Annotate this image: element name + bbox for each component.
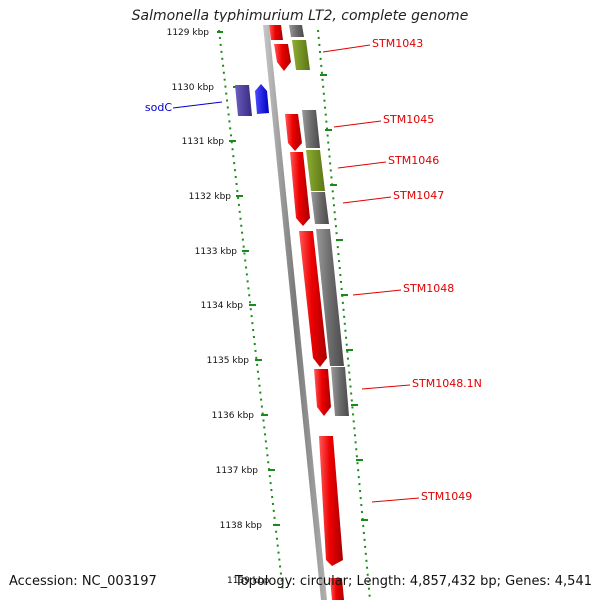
- gene-label-stm1047[interactable]: STM1047: [393, 189, 444, 202]
- leader-stm1048: [352, 289, 402, 296]
- scale-ticks: [217, 31, 280, 526]
- gene-arrow-stm1043-main[interactable]: [274, 44, 291, 71]
- right-line-dashes: [320, 74, 368, 521]
- outer-gene-stm1043[interactable]: [292, 40, 310, 70]
- leader-sodc: [172, 101, 223, 109]
- reverse-strand-genes: [235, 84, 269, 116]
- gene-arrow-stm1048-1n[interactable]: [314, 369, 331, 416]
- leader-stm1045: [333, 120, 382, 128]
- scale-label-1133: 1133 kbp: [195, 247, 238, 257]
- gene-arrow-stm1046[interactable]: [290, 152, 310, 226]
- genome-backbone: [263, 25, 327, 600]
- scale-label-1129: 1129 kbp: [167, 28, 210, 38]
- outer-gene-top[interactable]: [289, 25, 304, 37]
- accession-label: Accession: NC_003197: [9, 574, 157, 589]
- scale-label-1137: 1137 kbp: [216, 466, 259, 476]
- gene-arrow-stm1049-tail[interactable]: [330, 578, 344, 600]
- gene-label-stm1045[interactable]: STM1045: [383, 113, 434, 126]
- scale-label-1136: 1136 kbp: [212, 411, 255, 421]
- gene-arrow-sodc[interactable]: [255, 84, 269, 114]
- leader-stm1046: [337, 161, 387, 169]
- gene-arrow-stm1045[interactable]: [285, 114, 302, 151]
- forward-strand-genes: [269, 25, 344, 600]
- gene-arrow-stm1049[interactable]: [319, 436, 343, 566]
- gene-label-sodc[interactable]: sodC: [145, 101, 172, 114]
- leader-stm1047: [342, 196, 392, 204]
- gene-arrow-stm1043[interactable]: [269, 25, 283, 40]
- scale-label-1131: 1131 kbp: [182, 137, 225, 147]
- leader-stm1043: [322, 44, 371, 53]
- outer-gene-stm1048-1n[interactable]: [331, 367, 349, 416]
- outer-gene-stm1046[interactable]: [306, 150, 325, 191]
- gene-box-purple[interactable]: [235, 85, 252, 116]
- outer-gene-stm1047[interactable]: [311, 192, 329, 224]
- gene-label-stm1049[interactable]: STM1049: [421, 490, 472, 503]
- gene-label-stm1048-1n[interactable]: STM1048.1N: [412, 377, 482, 390]
- scale-label-1139: 1139 kbp: [227, 576, 270, 586]
- topology-label: Topology: circular; Length: 4,857,432 bp…: [234, 574, 592, 589]
- leader-stm1048-1n: [361, 384, 411, 390]
- leader-stm1049: [371, 497, 420, 503]
- scale-label-1130: 1130 kbp: [172, 83, 215, 93]
- gene-label-stm1043[interactable]: STM1043: [372, 37, 423, 50]
- scale-label-1134: 1134 kbp: [201, 301, 244, 311]
- gene-label-stm1046[interactable]: STM1046: [388, 154, 439, 167]
- outer-gene-stm1048[interactable]: [316, 229, 344, 366]
- gene-arrow-stm1048[interactable]: [299, 231, 327, 367]
- gene-label-stm1048[interactable]: STM1048: [403, 282, 454, 295]
- scale-label-1135: 1135 kbp: [207, 356, 250, 366]
- genome-title: Salmonella typhimurium LT2, complete gen…: [131, 8, 469, 24]
- scale-label-1132: 1132 kbp: [189, 192, 232, 202]
- outer-gene-stm1045[interactable]: [302, 110, 320, 148]
- scale-label-1138: 1138 kbp: [220, 521, 263, 531]
- outer-track-genes: [289, 25, 349, 416]
- scale-dotted-line-right: [317, 29, 371, 600]
